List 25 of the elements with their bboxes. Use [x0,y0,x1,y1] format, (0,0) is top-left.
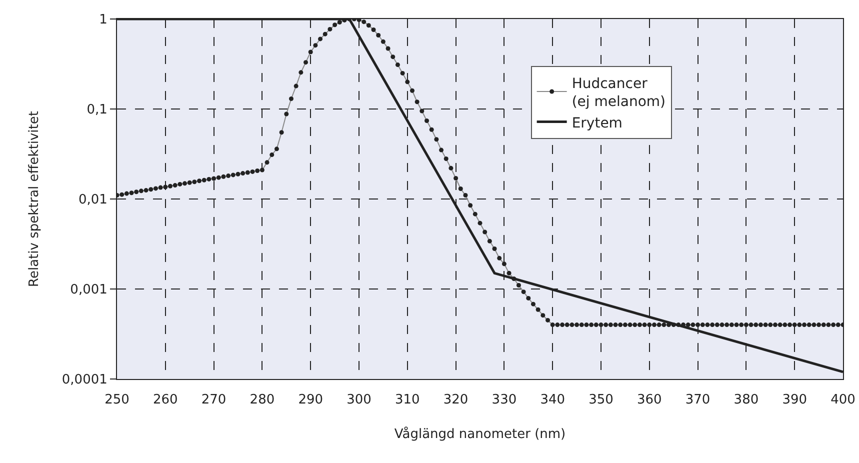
x-tick-label: 260 [152,392,178,408]
y-tick-label: 1 [99,12,108,28]
x-tick-label: 330 [492,392,517,408]
x-tick-label: 300 [346,392,372,408]
x-tick-label: 370 [685,392,710,408]
x-tick-label: 390 [782,392,808,408]
y-tick-label: 0,01 [78,192,108,208]
x-tick-label: 400 [830,392,856,408]
x-tick-label: 250 [104,392,130,408]
x-axis-title: Våglängd nanometer (nm) [394,426,566,442]
legend-label: Erytem [572,115,622,132]
x-tick-label: 320 [443,392,468,408]
y-tick-label: 0,001 [70,282,108,298]
y-tick-label: 0,0001 [62,372,108,388]
legend-label: Hudcancer (ej melanom) [572,76,666,110]
x-tick-label: 270 [201,392,226,408]
x-tick-label: 290 [298,392,324,408]
x-tick-label: 310 [394,392,420,408]
y-tick-label: 0,1 [86,102,108,118]
x-tick-label: 340 [540,392,566,408]
x-tick-label: 280 [250,392,275,408]
x-tick-label: 350 [588,392,614,408]
y-axis-title: Relativ spektral effektivitet [26,111,42,287]
x-tick-label: 380 [734,392,759,408]
x-tick-label: 360 [636,392,662,408]
